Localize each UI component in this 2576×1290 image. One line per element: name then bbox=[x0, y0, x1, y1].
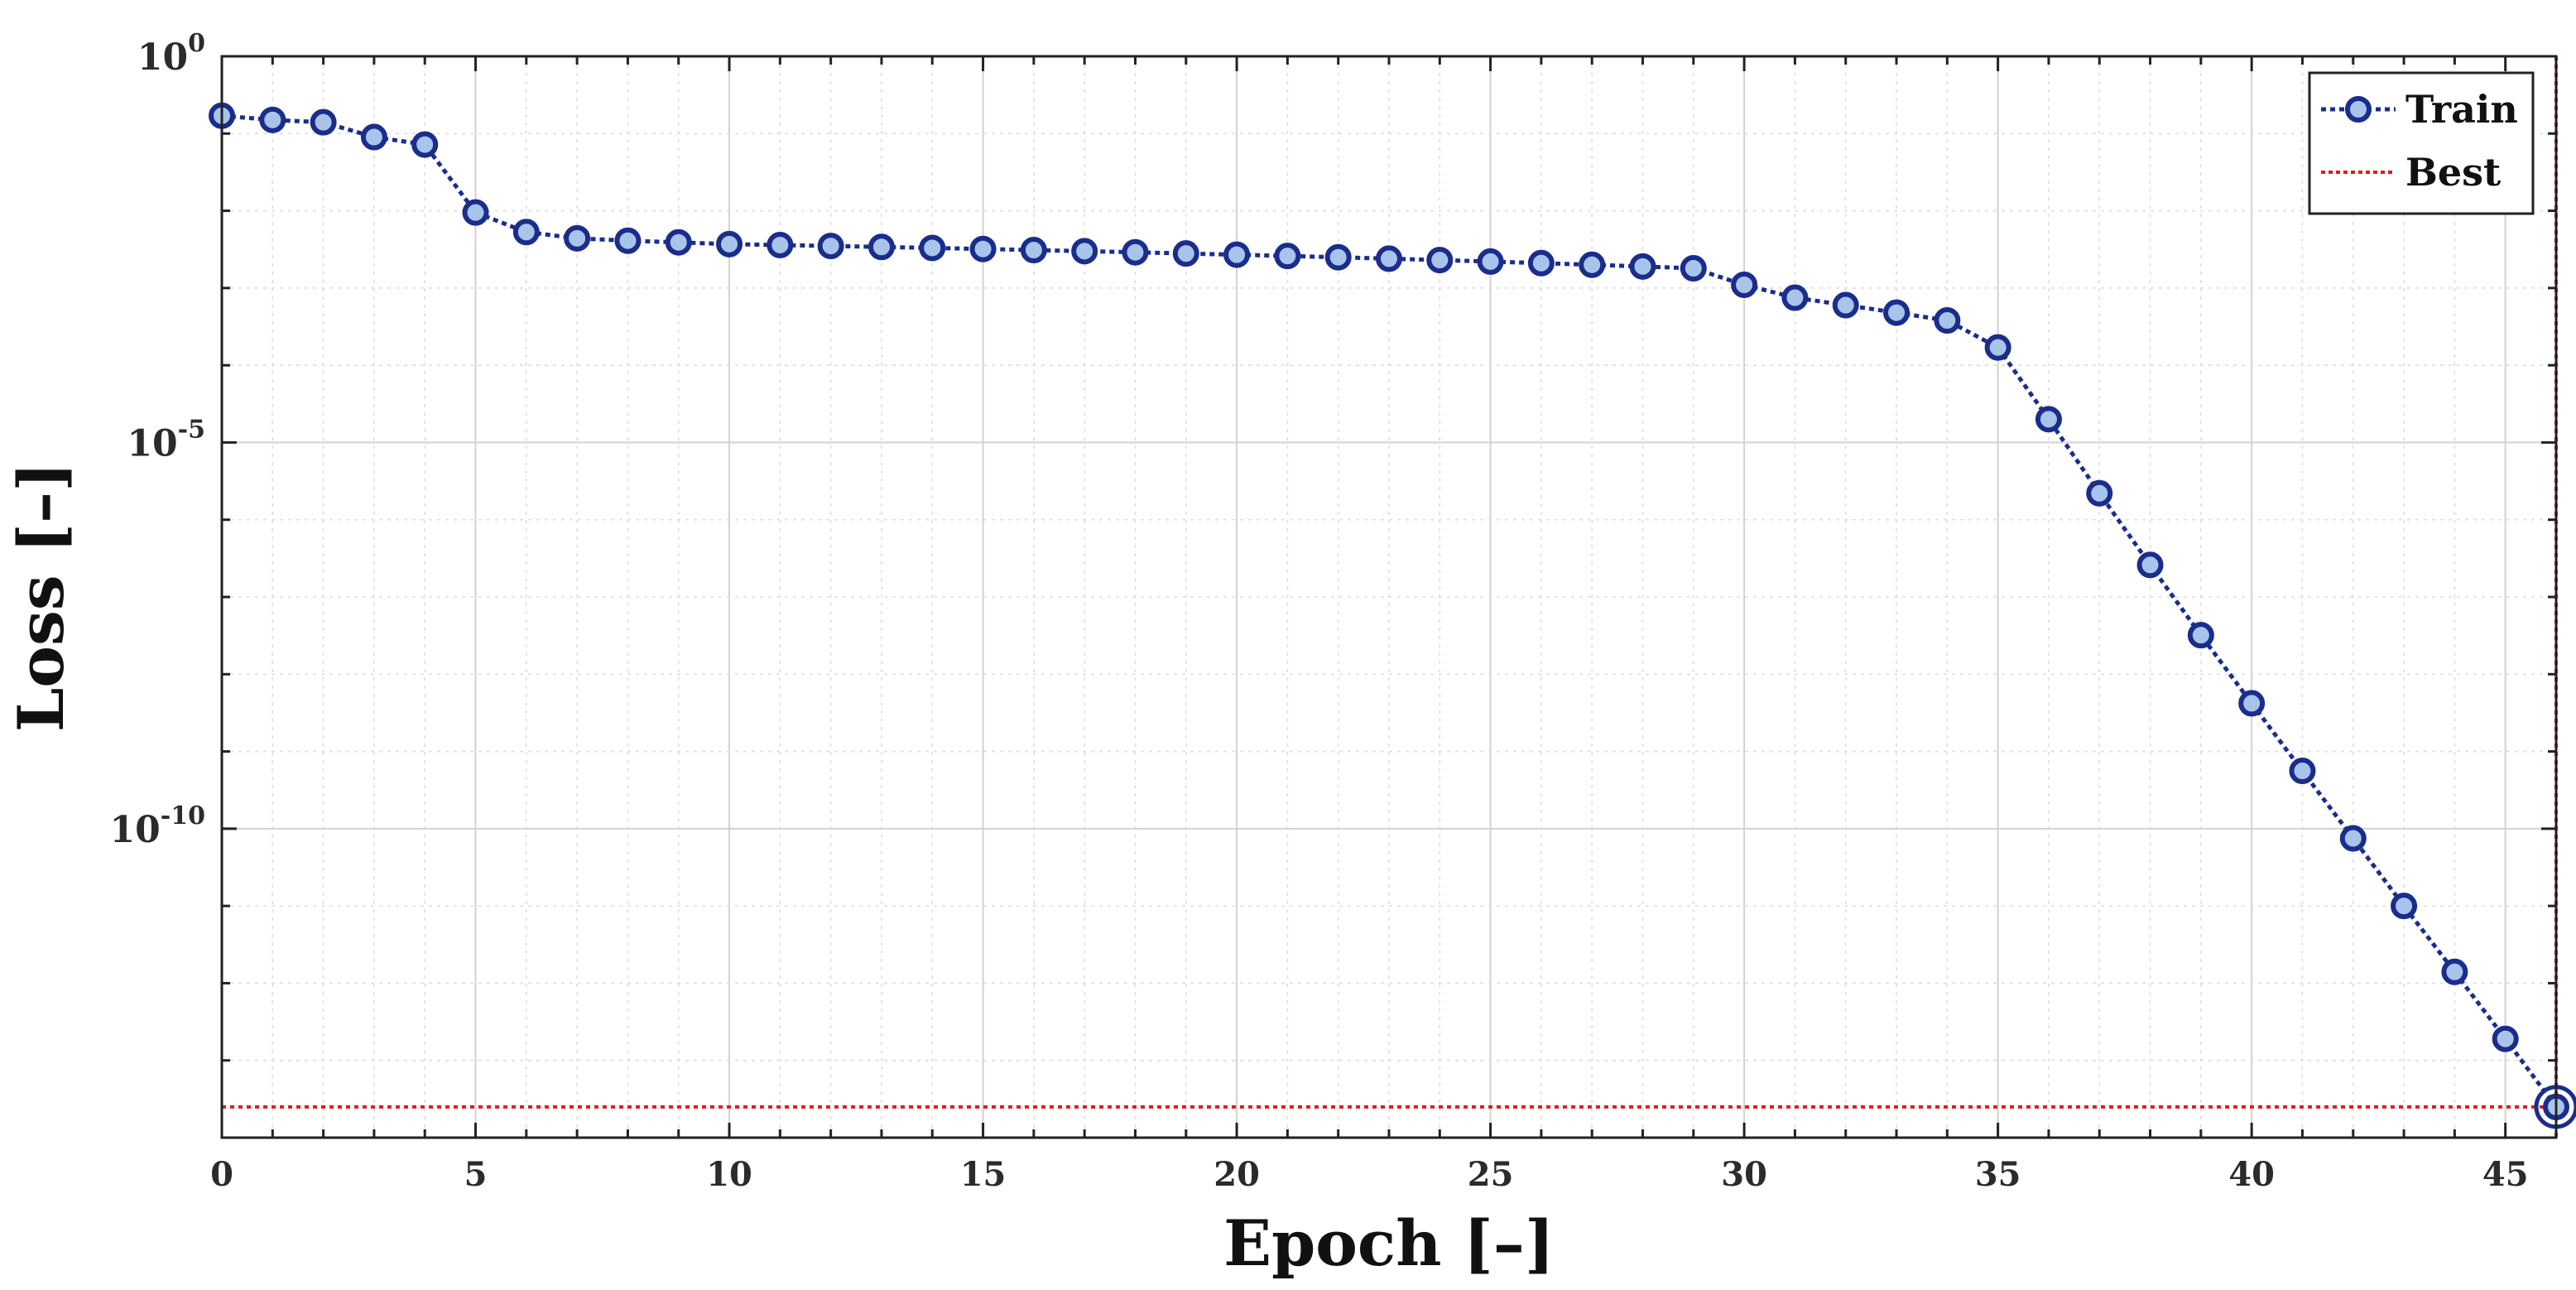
x-tick-label: 35 bbox=[1975, 1155, 2021, 1194]
y-tick-label: 10-10 bbox=[110, 801, 205, 851]
train-point bbox=[2339, 825, 2367, 852]
y-tick-label: 100 bbox=[137, 29, 205, 79]
legend-train-marker bbox=[2345, 96, 2372, 123]
legend-box bbox=[2308, 71, 2535, 215]
x-axis-label: Epoch [–] bbox=[1223, 1206, 1555, 1280]
train-point bbox=[1781, 284, 1809, 311]
train-point bbox=[564, 224, 591, 252]
x-tick-label: 5 bbox=[464, 1155, 488, 1194]
x-tick-label: 0 bbox=[210, 1155, 233, 1194]
legend-train-label: Train bbox=[2405, 87, 2518, 132]
x-tick-label: 10 bbox=[706, 1155, 752, 1194]
train-point bbox=[1172, 240, 1199, 267]
train-point bbox=[817, 233, 844, 260]
y-axis-ticks: 100 10-5 10-10 bbox=[110, 29, 2556, 1139]
train-point bbox=[1376, 245, 1402, 272]
train-point bbox=[665, 229, 692, 256]
train-point bbox=[411, 131, 439, 158]
train-point bbox=[360, 123, 387, 151]
train-line bbox=[221, 113, 2559, 1109]
train-point bbox=[1680, 255, 1707, 282]
train-point bbox=[867, 233, 895, 261]
x-tick-label: 40 bbox=[2228, 1155, 2275, 1194]
train-series bbox=[209, 102, 2576, 1129]
x-tick-label: 25 bbox=[1468, 1155, 1514, 1194]
train-point bbox=[767, 231, 794, 258]
legend: Train Best bbox=[2308, 71, 2535, 215]
x-tick-label: 30 bbox=[1721, 1155, 1767, 1194]
train-point bbox=[1071, 238, 1098, 265]
x-tick-label: 45 bbox=[2482, 1155, 2529, 1194]
grid-lines bbox=[222, 56, 2556, 1138]
train-point bbox=[512, 219, 540, 246]
x-tick-label: 20 bbox=[1214, 1155, 1260, 1194]
train-point bbox=[2136, 551, 2164, 579]
train-point bbox=[310, 108, 337, 136]
train-point bbox=[1629, 253, 1656, 280]
train-point bbox=[1883, 299, 1910, 326]
train-point bbox=[1731, 271, 1758, 298]
train-point bbox=[2187, 622, 2214, 649]
train-point bbox=[1527, 249, 1555, 277]
train-point bbox=[614, 227, 642, 254]
train-point bbox=[1984, 334, 2011, 361]
x-tick-label: 15 bbox=[960, 1155, 1007, 1194]
train-point bbox=[2238, 690, 2266, 717]
train-point bbox=[2289, 758, 2316, 785]
train-point bbox=[1934, 307, 1961, 335]
train-point bbox=[259, 106, 286, 133]
train-point bbox=[919, 234, 946, 262]
train-point bbox=[2492, 1025, 2519, 1052]
train-point bbox=[969, 235, 997, 262]
train-point bbox=[1832, 291, 1859, 319]
x-axis-ticks: 0 5 10 15 20 25 30 35 40 45 bbox=[210, 56, 2558, 1194]
train-point bbox=[1122, 238, 1149, 266]
train-point bbox=[2441, 958, 2468, 985]
train-point bbox=[1274, 243, 1301, 270]
train-point bbox=[1020, 237, 1047, 264]
y-tick-label: 10-5 bbox=[127, 415, 205, 464]
train-point bbox=[2035, 406, 2062, 433]
train-point bbox=[1223, 241, 1251, 268]
train-point bbox=[1324, 243, 1352, 271]
y-axis-label: Loss [–] bbox=[4, 462, 78, 732]
train-point bbox=[2391, 893, 2418, 920]
train-point bbox=[2086, 479, 2113, 507]
train-point bbox=[462, 199, 489, 226]
train-point bbox=[1579, 251, 1606, 278]
train-point bbox=[1477, 248, 1504, 275]
legend-best-label: Best bbox=[2405, 150, 2502, 195]
train-point bbox=[716, 230, 743, 258]
train-point bbox=[1426, 247, 1454, 274]
